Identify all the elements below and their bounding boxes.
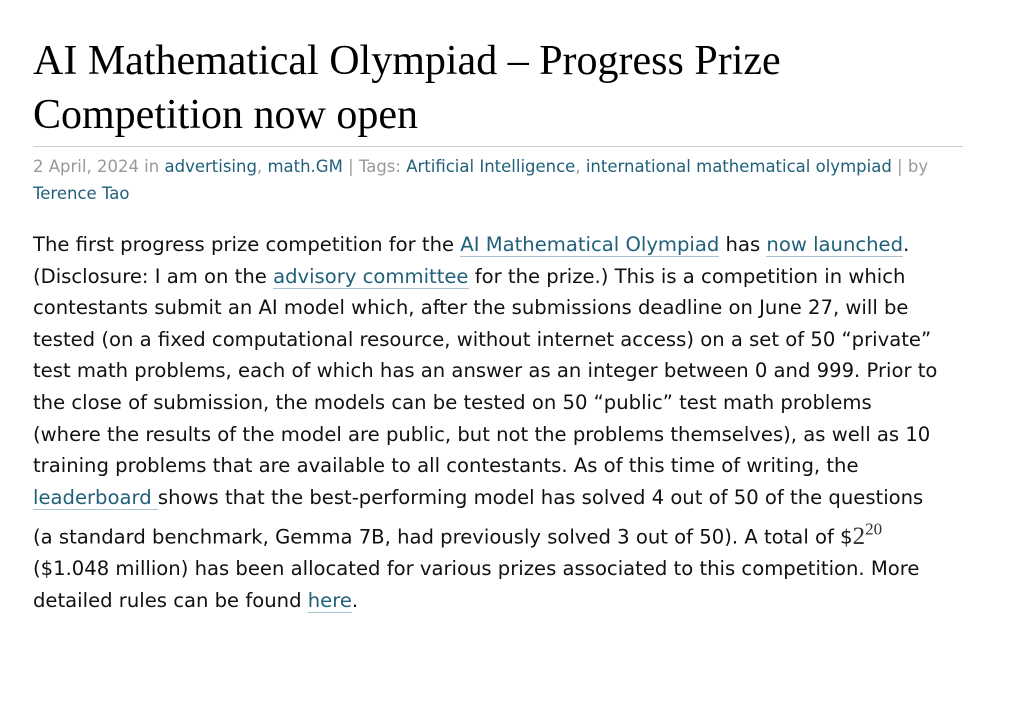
body-text: ($1.048 million) has been allocated for … <box>33 557 920 612</box>
math-base: 2 <box>852 522 866 550</box>
leaderboard-link[interactable]: leaderboard <box>33 485 158 510</box>
post: AI Mathematical Olympiad – Progress Priz… <box>33 34 963 636</box>
advisory-committee-link[interactable]: advisory committee <box>273 264 469 289</box>
by-label: | by <box>891 157 929 176</box>
rules-here-link[interactable]: here <box>307 588 352 613</box>
tags-label: | Tags: <box>342 157 407 176</box>
author-link[interactable]: Terence Tao <box>33 184 130 203</box>
math-expression: 220 <box>852 519 883 550</box>
category-link[interactable]: advertising <box>164 157 257 176</box>
tag-link[interactable]: international mathematical olympiad <box>585 157 892 176</box>
post-body: The first progress prize competition for… <box>33 229 943 616</box>
meta-in-label: in <box>138 157 165 176</box>
body-text: The first progress prize competition for… <box>33 233 461 256</box>
body-text: . <box>351 588 359 612</box>
aimo-link[interactable]: AI Mathematical Olympiad <box>460 233 720 257</box>
now-launched-link[interactable]: now launched <box>766 233 904 257</box>
post-meta: 2 April, 2024 in advertising, math.GM | … <box>33 157 929 203</box>
body-text: . (Disclosure: I am on the <box>33 233 910 288</box>
post-date: 2 April, 2024 <box>33 157 139 176</box>
body-text: has <box>719 233 767 256</box>
body-text: for the prize.) This is a competition in… <box>33 264 938 478</box>
title-divider <box>33 146 963 147</box>
post-title: AI Mathematical Olympiad – Progress Priz… <box>33 38 781 138</box>
math-exponent: 20 <box>865 519 883 539</box>
category-link[interactable]: math.GM <box>267 157 343 176</box>
body-text: shows that the best-performing model has… <box>33 485 924 549</box>
tag-link[interactable]: Artificial Intelligence <box>406 157 576 176</box>
